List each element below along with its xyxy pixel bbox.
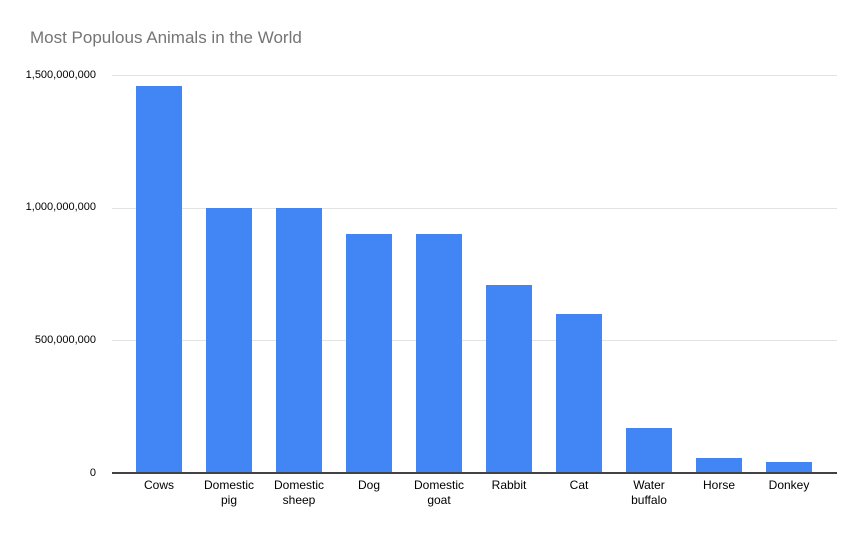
bar-slot-cat — [544, 75, 614, 473]
x-tick-label-domestic-pig: Domestic pig — [203, 478, 254, 507]
bar-donkey[interactable] — [766, 462, 812, 473]
bar-slot-donkey — [754, 75, 824, 473]
y-axis: 0 500,000,000 1,000,000,000 1,500,000,000 — [0, 69, 104, 479]
x-tick-label-rabbit: Rabbit — [491, 478, 527, 492]
x-axis: Cows Domestic pig Domestic sheep Dog Domesti… — [124, 478, 824, 508]
bar-cat[interactable] — [556, 313, 602, 473]
x-tick-label-cat: Cat — [569, 478, 589, 492]
gridline — [112, 207, 837, 209]
bar-cows[interactable] — [136, 85, 182, 473]
bar-horse[interactable] — [696, 457, 742, 473]
bar-water-buffalo[interactable] — [626, 427, 672, 473]
y-tick-label: 1,500,000,000 — [25, 68, 96, 81]
bar-domestic-pig[interactable] — [206, 207, 252, 473]
bar-slot-domestic-pig — [194, 75, 264, 473]
bar-slot-domestic-sheep — [264, 75, 334, 473]
y-tick-label: 1,000,000,000 — [25, 201, 96, 214]
bar-slot-domestic-goat — [404, 75, 474, 473]
y-tick-label: 500,000,000 — [34, 333, 96, 346]
gridline — [112, 340, 837, 342]
plot-area — [112, 75, 837, 474]
bar-slot-dog — [334, 75, 404, 473]
chart-title: Most Populous Animals in the World — [30, 28, 302, 47]
y-tick-label: 0 — [89, 466, 96, 479]
x-tick-label-dog: Dog — [357, 478, 380, 492]
gridline — [112, 75, 837, 76]
bar-rabbit[interactable] — [486, 284, 532, 473]
bar-dog[interactable] — [346, 234, 392, 473]
x-tick-label-cows: Cows — [143, 478, 174, 492]
x-tick-label-horse: Horse — [702, 478, 735, 492]
bar-slot-rabbit — [474, 75, 544, 473]
bar-slot-cows — [124, 75, 194, 473]
x-tick-label-domestic-sheep: Domestic sheep — [273, 478, 324, 507]
x-tick-label-water-buffalo: Water buffalo — [631, 478, 667, 507]
bar-slot-horse — [684, 75, 754, 473]
bar-domestic-sheep[interactable] — [276, 207, 322, 473]
bar-domestic-goat[interactable] — [416, 234, 462, 473]
x-axis-line — [112, 472, 837, 474]
bars-row — [124, 75, 824, 473]
x-tick-label-donkey: Donkey — [768, 478, 810, 492]
x-tick-label-domestic-goat: Domestic goat — [413, 478, 464, 507]
bar-slot-water-buffalo — [614, 75, 684, 473]
